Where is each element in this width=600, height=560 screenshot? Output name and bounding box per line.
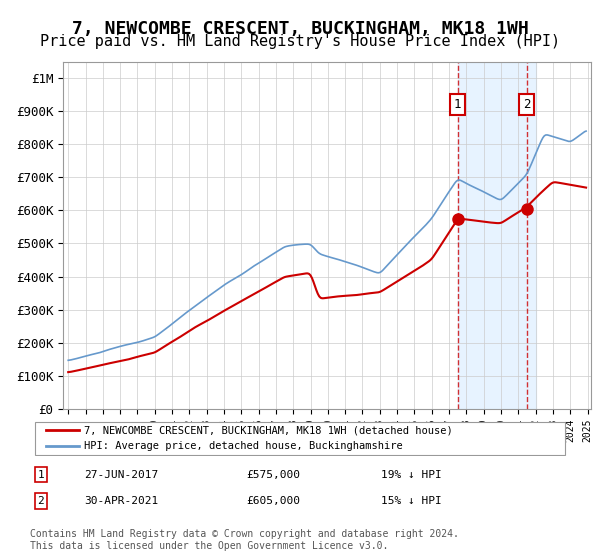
Text: £605,000: £605,000 (246, 496, 300, 506)
Text: £575,000: £575,000 (246, 470, 300, 479)
FancyBboxPatch shape (35, 422, 565, 455)
Text: 7, NEWCOMBE CRESCENT, BUCKINGHAM, MK18 1WH: 7, NEWCOMBE CRESCENT, BUCKINGHAM, MK18 1… (71, 20, 529, 38)
Text: 2: 2 (523, 98, 530, 111)
Text: 1: 1 (454, 98, 461, 111)
Text: 15% ↓ HPI: 15% ↓ HPI (381, 496, 442, 506)
Text: 30-APR-2021: 30-APR-2021 (84, 496, 158, 506)
Text: 2: 2 (37, 496, 44, 506)
Text: Price paid vs. HM Land Registry's House Price Index (HPI): Price paid vs. HM Land Registry's House … (40, 34, 560, 49)
Text: 1: 1 (37, 470, 44, 479)
Text: Contains HM Land Registry data © Crown copyright and database right 2024.
This d: Contains HM Land Registry data © Crown c… (30, 529, 459, 551)
Text: 7, NEWCOMBE CRESCENT, BUCKINGHAM, MK18 1WH (detached house): 7, NEWCOMBE CRESCENT, BUCKINGHAM, MK18 1… (84, 425, 453, 435)
Text: 19% ↓ HPI: 19% ↓ HPI (381, 470, 442, 479)
Text: HPI: Average price, detached house, Buckinghamshire: HPI: Average price, detached house, Buck… (84, 441, 403, 451)
Bar (458, 62, 536, 409)
Text: 27-JUN-2017: 27-JUN-2017 (84, 470, 158, 479)
